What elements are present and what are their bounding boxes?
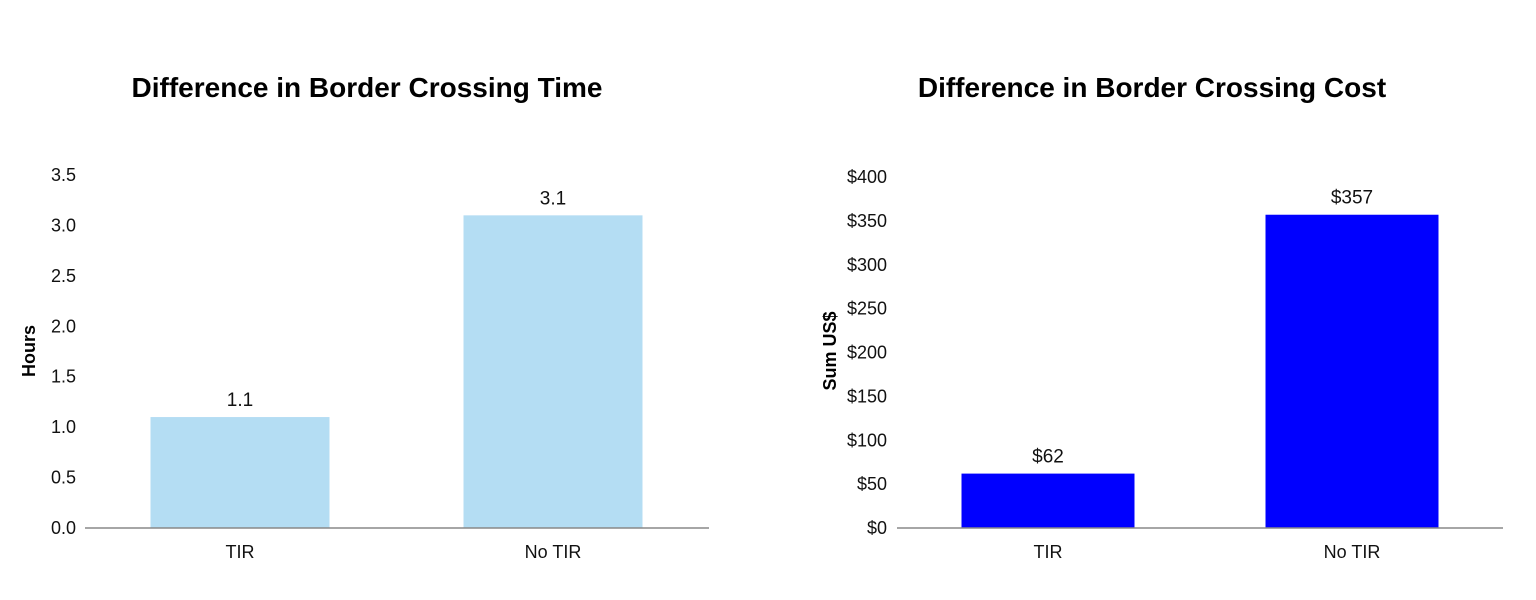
cost-chart-y-tick-label: $50	[857, 474, 887, 494]
time-chart-y-tick-label: 2.5	[51, 266, 76, 286]
time-chart-bar	[463, 215, 643, 529]
cost-chart-y-tick-label: $250	[847, 299, 887, 319]
cost-chart-y-tick-label: $300	[847, 255, 887, 275]
time-chart-data-label: 1.1	[227, 390, 253, 411]
cost-chart-y-tick-label: $400	[847, 167, 887, 187]
time-chart-title: Difference in Border Crossing Time	[132, 72, 603, 103]
time-chart-x-tick-label: TIR	[226, 542, 255, 562]
cost-chart-x-ticks: TIR No TIR	[1034, 542, 1381, 562]
cost-chart-y-tick-label: $350	[847, 211, 887, 231]
time-chart-y-tick-label: 0.0	[51, 518, 76, 538]
cost-chart-data-labels: $62 $357	[1032, 188, 1373, 468]
time-chart-y-tick-label: 2.0	[51, 316, 76, 336]
cost-chart-y-tick-label: $0	[867, 518, 887, 538]
cost-chart-bar	[961, 473, 1135, 528]
time-chart-y-tick-label: 3.5	[51, 165, 76, 185]
time-chart-y-axis-title: Hours	[19, 325, 39, 377]
cost-chart: Difference in Border Crossing Cost Sum U…	[820, 72, 1503, 562]
time-chart-y-ticks: 0.0 0.5 1.0 1.5 2.0 2.5 3.0 3.5	[51, 165, 76, 538]
cost-chart-x-tick-label: TIR	[1034, 542, 1063, 562]
cost-chart-y-tick-label: $150	[847, 386, 887, 406]
cost-chart-y-tick-label: $100	[847, 430, 887, 450]
cost-chart-bar	[1265, 214, 1439, 529]
time-chart-bar	[150, 417, 330, 528]
time-chart-y-tick-label: 1.0	[51, 417, 76, 437]
time-chart-y-tick-label: 0.5	[51, 468, 76, 488]
cost-chart-x-tick-label: No TIR	[1324, 542, 1381, 562]
time-chart: Difference in Border Crossing Time Hours…	[19, 72, 709, 562]
cost-chart-y-tick-label: $200	[847, 343, 887, 363]
cost-chart-data-label: $62	[1032, 447, 1064, 468]
time-chart-bars	[150, 215, 643, 529]
time-chart-y-tick-label: 1.5	[51, 367, 76, 387]
time-chart-data-labels: 1.1 3.1	[227, 188, 566, 411]
cost-chart-title: Difference in Border Crossing Cost	[918, 72, 1386, 103]
time-chart-x-tick-label: No TIR	[525, 542, 582, 562]
cost-chart-y-axis-title: Sum US$	[820, 311, 840, 390]
time-chart-data-label: 3.1	[540, 188, 566, 209]
cost-chart-data-label: $357	[1331, 188, 1373, 209]
cost-chart-y-ticks: $0 $50 $100 $150 $200 $250 $300 $350 $400	[847, 167, 887, 538]
time-chart-y-tick-label: 3.0	[51, 215, 76, 235]
cost-chart-bars	[961, 214, 1439, 529]
time-chart-x-ticks: TIR No TIR	[226, 542, 582, 562]
